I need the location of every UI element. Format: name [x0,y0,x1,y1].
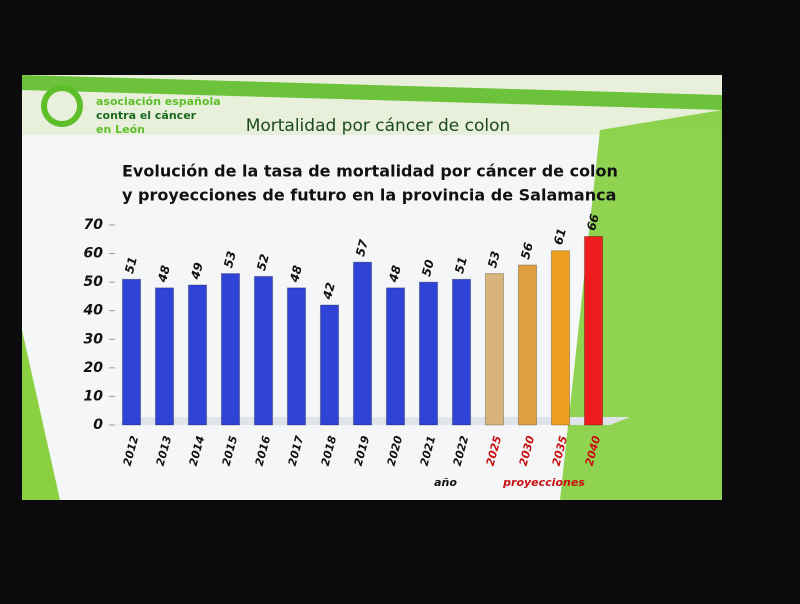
green-decoration [22,330,60,500]
y-tick-label: 10 [84,388,104,404]
logo-text: asociación española [96,95,221,108]
y-tick-label: 40 [83,303,104,319]
data-label: 52 [254,252,272,272]
slide-title: Mortalidad por cáncer de colon [246,116,511,136]
data-label: 51 [122,255,140,275]
data-label: 53 [485,250,503,270]
bar [352,261,373,426]
data-label: 42 [320,281,338,302]
bar [286,287,307,426]
bar [319,304,340,426]
data-label: 66 [584,212,602,232]
data-label: 48 [155,264,173,285]
data-label: 50 [419,258,437,278]
data-label: 56 [518,241,536,261]
data-label: 48 [287,264,305,285]
header-band [22,75,722,110]
y-tick-label: 70 [84,217,104,233]
bar [187,284,208,426]
data-label: 49 [188,261,206,282]
data-label: 51 [452,255,470,275]
data-label: 61 [551,227,569,247]
logo-icon [41,85,83,127]
data-label: 57 [353,238,371,258]
chart-title: Evolución de la tasa de mortalidad por c… [122,162,618,181]
data-label: 48 [386,264,404,285]
y-tick-label: 60 [84,246,104,262]
bar [220,273,241,426]
bar [451,278,472,426]
x-axis-label: proyecciones [502,476,585,489]
bar [418,281,439,426]
chart-title: y proyecciones de futuro en la provincia… [122,186,616,205]
bar [517,264,538,426]
y-tick-label: 0 [93,417,103,433]
y-tick-label: 30 [84,331,104,347]
bar [154,287,175,426]
y-tick-label: 50 [84,274,104,290]
logo-text: contra el cáncer [96,109,197,122]
bar [385,287,406,426]
y-tick-label: 20 [84,360,104,376]
bar [121,278,142,426]
data-label: 53 [221,250,239,270]
bar [583,235,604,426]
bar [550,250,571,426]
logo-text: en León [96,123,145,136]
bar [484,273,505,426]
bar [253,275,274,426]
x-axis-label: año [434,476,457,489]
